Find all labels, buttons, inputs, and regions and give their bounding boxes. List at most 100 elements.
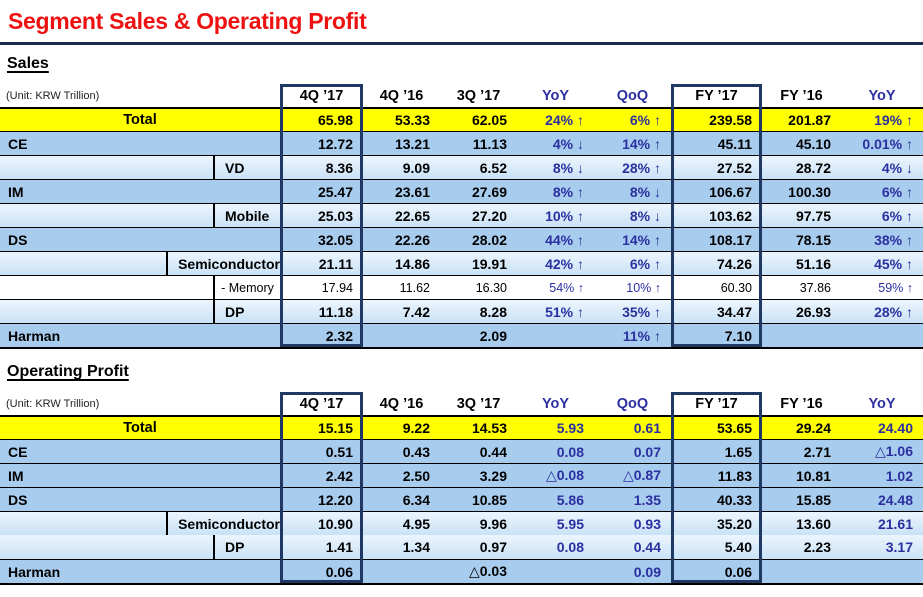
cell: 10.85 — [471, 491, 507, 508]
cell: 27.69 — [471, 183, 507, 200]
cell: 0.44 — [633, 539, 661, 555]
cell: 19% ↑ — [874, 112, 913, 128]
cell — [841, 560, 923, 583]
cell: 11.62 — [399, 280, 430, 295]
cell: 23.61 — [394, 183, 430, 200]
unit-label: (Unit: KRW Trillion) — [6, 89, 100, 102]
cell: 7.10 — [724, 327, 752, 344]
cell: 13.60 — [795, 515, 831, 532]
cell: 2.50 — [402, 467, 430, 484]
row-label-area: DP — [0, 535, 280, 559]
cell: 45.10 — [795, 135, 831, 152]
column-header: YoY — [541, 87, 570, 104]
table-row-im: IM 2.42 2.50 3.29 △0.08 △0.87 11.83 10.81 1.02 — [0, 463, 923, 487]
cell: 11.13 — [472, 135, 507, 152]
column-header: FY ’17 — [695, 395, 738, 412]
cell: 6% ↑ — [881, 207, 913, 224]
column-header: QoQ — [616, 87, 649, 104]
table-row-semiconductor: Semiconductor 10.90 4.95 9.96 5.95 0.93 35.20 1… — [0, 511, 923, 535]
row-label: DP — [213, 535, 280, 559]
cell: 32.05 — [317, 231, 353, 248]
table-header-row: (Unit: KRW Trillion) 4Q ’17 4Q ’16 3Q ’17 Yo… — [0, 84, 923, 107]
table-row-mobile: Mobile 25.03 22.65 27.20 10% ↑ 8% ↓ 103.62 97.7… — [0, 203, 923, 227]
cell: 0.97 — [479, 539, 507, 555]
cell: 8% ↓ — [552, 159, 584, 176]
cell: 27.20 — [471, 207, 507, 224]
cell: 21.11 — [318, 255, 353, 272]
cell: 2.32 — [325, 327, 353, 344]
cell: 37.86 — [799, 280, 831, 295]
table-row-vd: VD 8.36 9.09 6.52 8% ↓ 28% ↑ 27.52 28.72 4% ↓ — [0, 155, 923, 179]
cell: 10% ↑ — [626, 280, 661, 295]
table-row-ds: DS 32.05 22.26 28.02 44% ↑ 14% ↑ 108.17 78.15 38… — [0, 227, 923, 251]
cell: 29.24 — [795, 420, 831, 436]
cell: 24.40 — [877, 420, 913, 436]
cell: 9.22 — [402, 420, 430, 436]
cell — [762, 324, 841, 347]
column-header: FY ’16 — [780, 87, 823, 104]
cell: 9.09 — [402, 159, 430, 176]
row-label: DP — [213, 300, 280, 323]
cell: 35.20 — [716, 515, 752, 532]
cell: 15.15 — [317, 420, 353, 436]
cell: 14% ↑ — [622, 231, 661, 248]
cell: 34.47 — [716, 303, 752, 320]
table-row-harman: Harman 0.06 △0.03 0.09 0.06 — [0, 559, 923, 583]
cell: 59% ↑ — [878, 280, 913, 295]
row-label-area: Semiconductor — [0, 252, 280, 275]
sales-heading: Sales — [7, 55, 49, 72]
row-label: Semiconductor — [166, 252, 280, 275]
cell: 27.52 — [716, 159, 752, 176]
row-label: DS — [8, 491, 28, 508]
table-row-im: IM 25.47 23.61 27.69 8% ↑ 8% ↓ 106.67 100.30 6% … — [0, 179, 923, 203]
table-row-ce: CE 0.51 0.43 0.44 0.08 0.07 1.65 2.71 △1.06 — [0, 439, 923, 463]
row-label-area: DP — [0, 300, 280, 323]
row-label-area: Mobile — [0, 204, 280, 227]
cell: 8% ↓ — [629, 183, 661, 200]
cell: 1.35 — [633, 491, 661, 508]
cell: 28.72 — [795, 159, 831, 176]
cell: 0.43 — [402, 443, 430, 460]
row-label: Total — [123, 112, 157, 128]
column-header: 4Q ’16 — [379, 395, 424, 412]
row-label: - Memory — [213, 276, 280, 299]
row-label: Total — [123, 420, 157, 436]
row-label: CE — [8, 443, 28, 460]
cell: 7.42 — [402, 303, 430, 320]
cell: 103.62 — [709, 207, 752, 224]
column-header: FY ’17 — [695, 87, 738, 104]
row-label: IM — [8, 467, 24, 484]
table-row-ds: DS 12.20 6.34 10.85 5.86 1.35 40.33 15.85 24.48 — [0, 487, 923, 511]
cell: 26.93 — [795, 303, 831, 320]
cell: 24% ↑ — [545, 112, 584, 128]
column-header: QoQ — [616, 395, 649, 412]
cell: 54% ↑ — [549, 280, 584, 295]
row-label: CE — [8, 135, 28, 152]
cell: 2.23 — [803, 539, 831, 555]
cell: 8% ↑ — [552, 183, 584, 200]
row-label: Harman — [8, 327, 61, 344]
cell: 8% ↓ — [629, 207, 661, 224]
indent-spacer — [0, 156, 213, 179]
cell: 28% ↑ — [874, 303, 913, 320]
cell: 12.72 — [317, 135, 353, 152]
table-row-ce: CE 12.72 13.21 11.13 4% ↓ 14% ↑ 45.11 45.10 0.01… — [0, 131, 923, 155]
indent-spacer — [0, 300, 213, 323]
cell: 8.28 — [479, 303, 507, 320]
table-row-total: Total 15.15 9.22 14.53 5.93 0.61 53.65 29.24 24.… — [0, 415, 923, 439]
cell: 14.53 — [471, 420, 507, 436]
cell: 4% ↓ — [881, 159, 913, 176]
cell: 25.03 — [317, 207, 353, 224]
cell: 28.02 — [471, 231, 507, 248]
cell: △1.06 — [874, 443, 913, 459]
cell: 3.17 — [885, 539, 913, 555]
cell: 60.30 — [720, 280, 752, 295]
indent-spacer — [0, 276, 213, 299]
cell: 10.81 — [795, 467, 831, 484]
row-label-area: - Memory — [0, 276, 280, 299]
operating-profit-table: (Unit: KRW Trillion) 4Q ’17 4Q ’16 3Q ’17 Yo… — [0, 392, 923, 585]
cell: 6% ↑ — [629, 255, 661, 272]
cell: 4% ↓ — [552, 135, 584, 152]
cell: 35% ↑ — [622, 303, 661, 320]
column-header: 4Q ’17 — [299, 395, 344, 412]
